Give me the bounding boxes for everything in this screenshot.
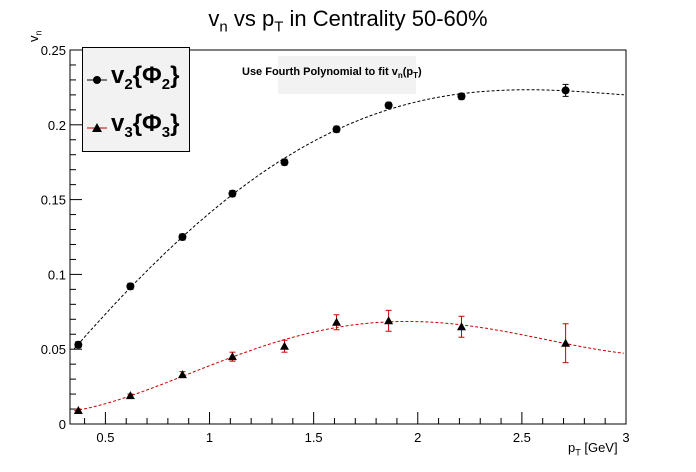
- data-point-circle: [384, 101, 393, 110]
- legend-entry-v3: v3{Φ3}: [83, 106, 189, 146]
- x-axis-label: pT [GeV]: [568, 440, 618, 458]
- data-point-circle: [126, 282, 135, 291]
- y-tick-label: 0.2: [48, 118, 66, 133]
- data-point-triangle: [73, 406, 83, 415]
- y-axis-label: vn: [26, 30, 44, 42]
- data-point-triangle: [332, 317, 342, 326]
- x-tick-label: 2: [414, 430, 421, 445]
- y-tick-label: 0: [59, 417, 66, 432]
- subtitle-background: [278, 56, 416, 94]
- x-tick-label: 1: [206, 430, 213, 445]
- y-axis: 0 0.05 0.1 0.15 0.2 0.25: [41, 43, 82, 432]
- data-point-circle: [74, 340, 83, 349]
- data-point-triangle: [177, 370, 187, 379]
- plot-frame: [69, 49, 627, 425]
- data-point-triangle: [279, 341, 289, 350]
- x-tick-label: 2.5: [513, 430, 531, 445]
- legend-label-v3: v3{Φ3}: [111, 110, 180, 141]
- legend-entry-v2: v2{Φ2}: [83, 58, 189, 98]
- legend-marker-v3: [87, 123, 107, 132]
- data-point-triangle: [561, 338, 571, 347]
- y-tick-label: 0.1: [48, 267, 66, 282]
- data-point-circle: [228, 189, 237, 198]
- legend-label-v2: v2{Φ2}: [111, 62, 180, 93]
- y-tick-label: 0.25: [41, 43, 66, 58]
- data-point-circle: [178, 233, 187, 241]
- fit-curves: [73, 89, 624, 412]
- data-point-triangle: [456, 322, 466, 331]
- y-tick-label: 0.15: [41, 193, 66, 208]
- data-point-triangle: [125, 391, 135, 400]
- chart-title: vn vs pT in Centrality 50-60%: [208, 6, 488, 36]
- y-tick-label: 0.05: [41, 342, 66, 357]
- x-tick-label: 1.5: [305, 430, 323, 445]
- x-tick-label: 0.5: [96, 430, 114, 445]
- chart-subtitle: Use Fourth Polynomial to fit vn(pT): [242, 66, 422, 81]
- legend-marker-v2: [87, 76, 107, 84]
- data-point-circle: [457, 92, 466, 101]
- x-axis: 0.5 1 1.5 2 2.5 3: [84, 412, 630, 445]
- fit-curve-series-0: [73, 89, 624, 350]
- fit-curve-series-1: [74, 321, 624, 412]
- data-point-circle: [332, 125, 341, 134]
- data-point-triangle: [227, 352, 237, 361]
- data-point-circle: [280, 158, 289, 167]
- data-point-triangle: [384, 316, 394, 325]
- legend: v2{Φ2} v3{Φ3}: [82, 47, 190, 152]
- data-points: [73, 86, 571, 415]
- data-point-circle: [561, 86, 570, 95]
- x-tick-label: 3: [622, 430, 629, 445]
